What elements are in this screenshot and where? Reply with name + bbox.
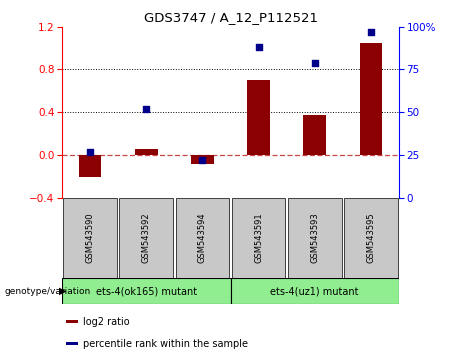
Bar	[230, 278, 399, 304]
Point	[255, 44, 262, 50]
Bar	[344, 198, 398, 278]
Text: GSM543592: GSM543592	[142, 213, 151, 263]
Text: GSM543594: GSM543594	[198, 213, 207, 263]
Bar	[247, 80, 270, 155]
Text: GSM543591: GSM543591	[254, 213, 263, 263]
Bar	[303, 115, 326, 155]
Text: ets-4(uz1) mutant: ets-4(uz1) mutant	[271, 286, 359, 296]
Bar	[176, 198, 230, 278]
Point	[199, 158, 206, 163]
Bar	[62, 278, 230, 304]
Bar	[65, 320, 78, 323]
Bar	[65, 342, 78, 345]
Text: genotype/variation: genotype/variation	[5, 287, 91, 296]
Text: ▶: ▶	[59, 286, 66, 296]
Bar	[119, 198, 173, 278]
Text: GSM543593: GSM543593	[310, 213, 319, 263]
Text: percentile rank within the sample: percentile rank within the sample	[83, 338, 248, 349]
Point	[311, 60, 318, 65]
Bar	[79, 155, 101, 177]
Bar	[288, 198, 342, 278]
Text: GSM543595: GSM543595	[366, 213, 375, 263]
Point	[87, 149, 94, 155]
Text: log2 ratio: log2 ratio	[83, 317, 130, 327]
Point	[142, 106, 150, 112]
Bar	[135, 149, 158, 155]
Bar	[360, 42, 382, 155]
Point	[367, 29, 374, 35]
Text: ets-4(ok165) mutant: ets-4(ok165) mutant	[96, 286, 197, 296]
Bar	[191, 155, 214, 164]
Text: GDS3747 / A_12_P112521: GDS3747 / A_12_P112521	[143, 11, 318, 24]
Text: GSM543590: GSM543590	[86, 213, 95, 263]
Bar	[231, 198, 285, 278]
Bar	[63, 198, 117, 278]
